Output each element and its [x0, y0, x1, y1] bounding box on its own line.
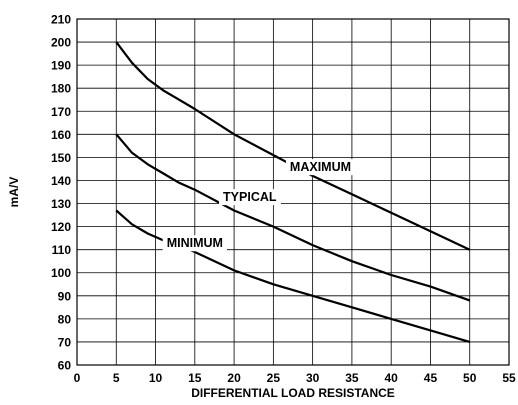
- series-label-background: [285, 159, 356, 176]
- y-axis-ticks: 60 70 80 90 100 110 120 130 140 150 160 170 180 190 20…: [51, 13, 71, 373]
- series-labels: MAXIMUM TYPICAL MINIMUM: [162, 159, 356, 252]
- plot-frame: [76, 18, 510, 366]
- y-tick-label: 120: [51, 220, 71, 234]
- y-axis-label: mA/V: [7, 177, 21, 208]
- y-tick-label: 150: [51, 151, 71, 165]
- y-tick-label: 80: [58, 312, 72, 326]
- x-tick-label: 0: [74, 371, 81, 385]
- y-tick-label: 90: [58, 289, 72, 303]
- y-tick-label: 70: [58, 335, 72, 349]
- y-tick-label: 130: [51, 197, 71, 211]
- y-tick-label: 100: [51, 266, 71, 280]
- grid: [76, 18, 510, 366]
- x-tick-label: 20: [227, 371, 241, 385]
- x-axis-ticks: 0 5 10 15 20 25 30 35 40 45 50 55: [74, 371, 516, 385]
- y-tick-label: 60: [58, 359, 72, 373]
- x-tick-label: 15: [188, 371, 202, 385]
- x-tick-label: 10: [149, 371, 163, 385]
- y-tick-label: 110: [52, 243, 72, 257]
- y-tick-label: 180: [51, 82, 71, 96]
- series-label-minimum: MINIMUM: [167, 236, 223, 250]
- y-tick-label: 190: [51, 59, 71, 73]
- x-tick-label: 55: [502, 371, 516, 385]
- series-label-typical: TYPICAL: [223, 190, 277, 204]
- x-tick-label: 40: [385, 371, 399, 385]
- series-label-background: [219, 189, 281, 206]
- series-label-background: [162, 235, 227, 252]
- series-lines: [115, 41, 471, 343]
- x-tick-label: 30: [306, 371, 320, 385]
- x-tick-label: 25: [267, 371, 281, 385]
- y-tick-label: 200: [51, 36, 71, 50]
- x-tick-label: 5: [113, 371, 120, 385]
- series-line-typical: [115, 133, 471, 302]
- x-tick-label: 45: [424, 371, 438, 385]
- y-tick-label: 170: [51, 105, 71, 119]
- series-line-minimum: [115, 209, 471, 343]
- series-label-maximum: MAXIMUM: [290, 160, 351, 174]
- x-tick-label: 50: [463, 371, 477, 385]
- y-tick-label: 210: [51, 13, 71, 27]
- y-tick-label: 160: [51, 128, 71, 142]
- y-tick-label: 140: [51, 174, 71, 188]
- series-line-maximum: [115, 41, 471, 251]
- x-axis-label: DIFFERENTIAL LOAD RESISTANCE: [191, 386, 395, 400]
- x-tick-label: 35: [345, 371, 359, 385]
